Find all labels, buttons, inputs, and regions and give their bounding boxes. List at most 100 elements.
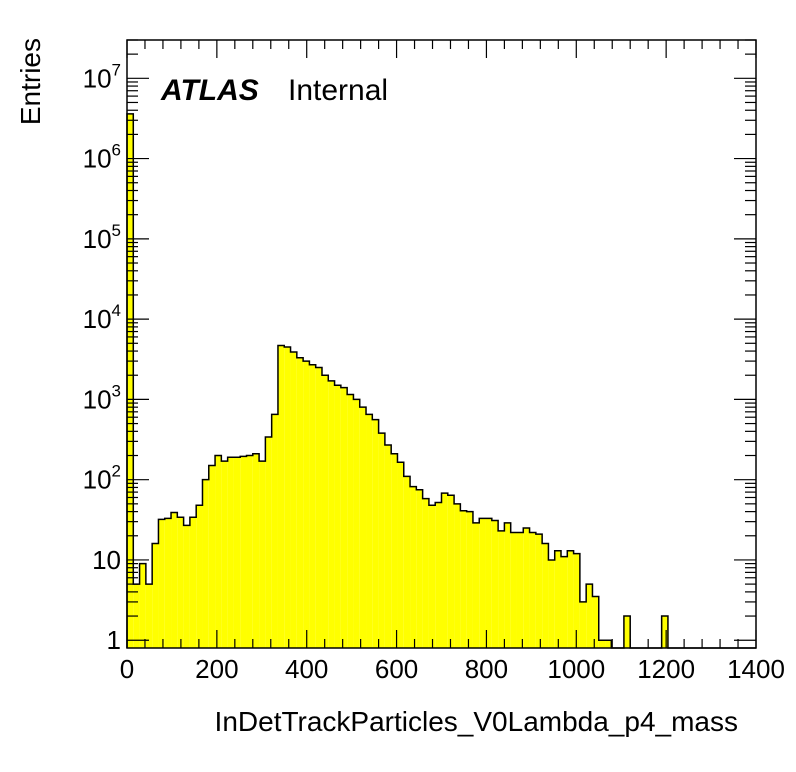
histogram-bar <box>378 433 385 648</box>
histogram-bar <box>661 616 668 648</box>
x-tick-label: 1200 <box>637 654 695 684</box>
histogram-bar <box>139 563 146 648</box>
histogram-bar <box>485 518 492 648</box>
histogram-bar <box>397 462 404 648</box>
histogram-bar <box>353 399 360 648</box>
histogram-bar <box>259 461 266 648</box>
histogram-bar <box>145 584 153 648</box>
y-tick-label: 104 <box>83 301 121 334</box>
histogram-bar <box>416 489 423 648</box>
histogram-bar <box>441 493 448 648</box>
histogram-bar <box>271 414 278 648</box>
x-tick-label: 800 <box>465 654 508 684</box>
histogram-bar <box>152 543 159 648</box>
histogram-bar <box>573 553 580 648</box>
histogram-bar <box>605 640 612 648</box>
x-axis-title: InDetTrackParticles_V0Lambda_p4_mass <box>215 706 738 737</box>
histogram-bar <box>277 345 285 648</box>
histogram-bar <box>586 584 593 648</box>
x-axis-tick-labels: 0 200 400 600 800 1000 1200 1400 <box>120 654 785 684</box>
histogram-bar <box>372 419 379 648</box>
histogram-outline <box>126 113 756 649</box>
histogram-bar <box>309 364 316 648</box>
histogram-bar <box>403 476 411 648</box>
histogram-bar <box>284 346 291 648</box>
histogram-bar <box>535 534 543 648</box>
histogram-bars <box>127 113 668 648</box>
histogram-bar <box>158 519 165 648</box>
histogram-bar <box>246 455 253 648</box>
histogram-bar <box>529 532 536 648</box>
histogram-bar <box>189 517 197 648</box>
histogram-bar <box>202 479 209 648</box>
histogram-bar <box>460 510 467 648</box>
histogram-bar <box>164 518 172 648</box>
y-tick-label: 103 <box>83 381 121 414</box>
histogram-bar <box>328 380 335 648</box>
histogram-bar <box>466 511 473 648</box>
histogram-bar <box>391 453 398 648</box>
histogram-bar <box>177 517 184 648</box>
histogram-bar <box>196 505 203 648</box>
histogram-bar <box>265 437 272 648</box>
histogram-bar <box>347 394 354 648</box>
histogram-bar <box>208 465 216 648</box>
histogram-bar <box>554 550 562 648</box>
y-axis-tick-labels: 1 10 102 103 104 105 106 107 <box>83 60 121 655</box>
histogram-bar <box>359 407 367 648</box>
x-axis-ticks <box>126 40 757 648</box>
histogram-bar <box>598 640 606 648</box>
histogram-bar <box>548 559 555 648</box>
histogram-bar <box>567 550 574 648</box>
histogram-bar <box>623 616 631 648</box>
histogram-bar <box>233 457 241 648</box>
histogram-bar <box>454 503 461 648</box>
histogram-bar <box>127 113 134 648</box>
histogram-bar <box>435 502 442 648</box>
x-tick-label: 600 <box>375 654 418 684</box>
y-axis-title: Entries <box>15 38 46 125</box>
x-tick-label: 1000 <box>547 654 605 684</box>
histogram-bar <box>252 453 260 648</box>
histogram-bar <box>303 361 310 648</box>
y-tick-label: 102 <box>83 462 121 495</box>
histogram-bar <box>171 512 178 648</box>
plot-frame <box>126 39 757 649</box>
y-tick-label: 106 <box>83 141 121 174</box>
histogram-bar <box>366 414 373 648</box>
histogram-bar <box>504 522 511 648</box>
x-tick-label: 0 <box>120 654 134 684</box>
histogram-bar <box>523 528 530 648</box>
histogram-bar <box>579 601 587 648</box>
histogram-bar <box>384 445 392 648</box>
histogram-bar <box>561 556 568 648</box>
y-tick-label: 105 <box>83 221 121 254</box>
histogram-bar <box>410 486 417 648</box>
histogram-bar <box>240 456 247 648</box>
histogram-bar <box>498 530 505 648</box>
histogram-bar <box>472 522 480 648</box>
x-tick-label: 1400 <box>727 654 785 684</box>
histogram-bar <box>321 375 329 648</box>
histogram-bar <box>542 543 549 648</box>
y-tick-label: 1 <box>107 625 121 655</box>
histogram-bar <box>290 351 297 648</box>
histogram-bar <box>340 387 348 648</box>
histogram-bar <box>447 495 455 648</box>
histogram-bar <box>491 520 499 648</box>
histogram-bar <box>315 367 322 648</box>
x-tick-label: 200 <box>195 654 238 684</box>
x-tick-label: 400 <box>285 654 328 684</box>
histogram-bar <box>215 455 222 648</box>
y-tick-label: 107 <box>83 60 121 93</box>
histogram-bar <box>479 518 486 648</box>
atlas-label: ATLAS <box>160 74 259 107</box>
histogram-bar <box>592 596 599 648</box>
histogram-bar <box>428 505 436 648</box>
histogram-bar <box>296 357 304 648</box>
histogram-bar <box>510 532 517 648</box>
internal-label: Internal <box>288 74 388 107</box>
histogram-bar <box>221 461 228 648</box>
histogram-bar <box>227 457 234 648</box>
